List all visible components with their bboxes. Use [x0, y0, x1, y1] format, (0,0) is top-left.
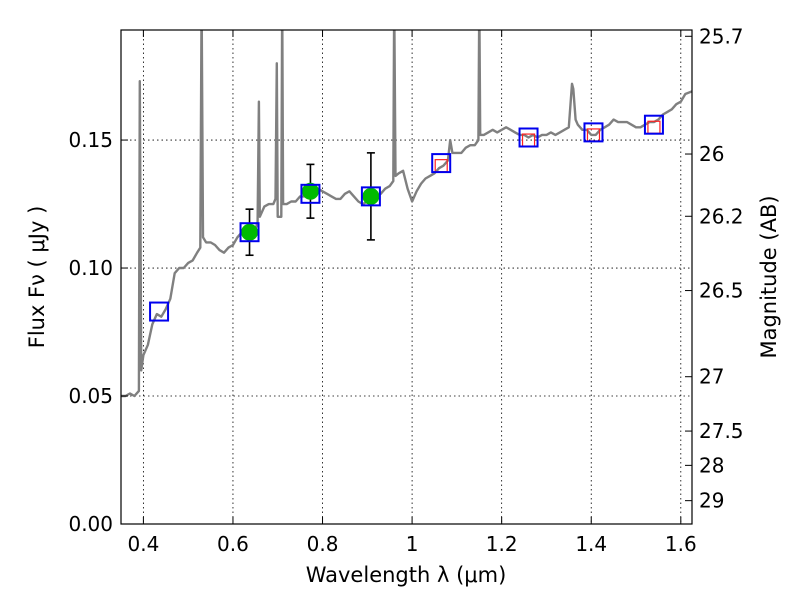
- right-tick-label: 28: [699, 453, 724, 477]
- model-box-marker: [300, 183, 321, 204]
- axis-ticks: 0.4 0.6 0.8 1 1.2 1.4 1.6 0.00 0.05 0.10 0.15 25.7 2…: [68, 24, 743, 556]
- y-tick-label: 0.00: [68, 512, 113, 536]
- x-tick-label: 1.2: [486, 532, 518, 556]
- right-tick-label: 27: [699, 365, 724, 389]
- plot-frame: [120, 29, 693, 525]
- model-box-marker: [643, 114, 664, 135]
- plot-area-background: [121, 30, 692, 524]
- x-axis-title: Wavelength λ (μm): [306, 563, 507, 587]
- right-tick-label: 26.2: [699, 204, 744, 228]
- observed-point: [241, 223, 259, 241]
- x-tick-label: 0.6: [217, 532, 249, 556]
- right-tick-label: 29: [699, 489, 724, 513]
- x-tick-label: 1.4: [575, 532, 607, 556]
- x-tick-label: 0.4: [127, 532, 159, 556]
- right-tick-label: 25.7: [699, 24, 744, 48]
- y-axis-title: Flux Fν ( μJy ): [25, 206, 49, 349]
- right-tick-label: 26.5: [699, 279, 744, 303]
- x-tick-label: 1: [406, 532, 419, 556]
- x-tick-label: 1.6: [665, 532, 697, 556]
- right-tick-label: 27.5: [699, 419, 744, 443]
- x-tick-label: 0.8: [307, 532, 339, 556]
- model-box-marker: [431, 153, 452, 174]
- y-tick-label: 0.05: [68, 384, 113, 408]
- y-tick-label: 0.10: [68, 256, 113, 280]
- plot-layer: [121, 30, 692, 398]
- y-tick-label: 0.15: [68, 128, 113, 152]
- right-tick-label: 26: [699, 142, 724, 166]
- model-box-marker: [518, 127, 539, 148]
- model-box-marker: [583, 122, 604, 143]
- model-box-marker: [360, 186, 381, 207]
- model-spectrum-line: [121, 30, 692, 398]
- model-box-marker: [239, 222, 260, 243]
- model-box-marker: [149, 301, 170, 322]
- right-axis-title: Magnitude (AB): [757, 195, 781, 358]
- observed-point: [362, 187, 380, 205]
